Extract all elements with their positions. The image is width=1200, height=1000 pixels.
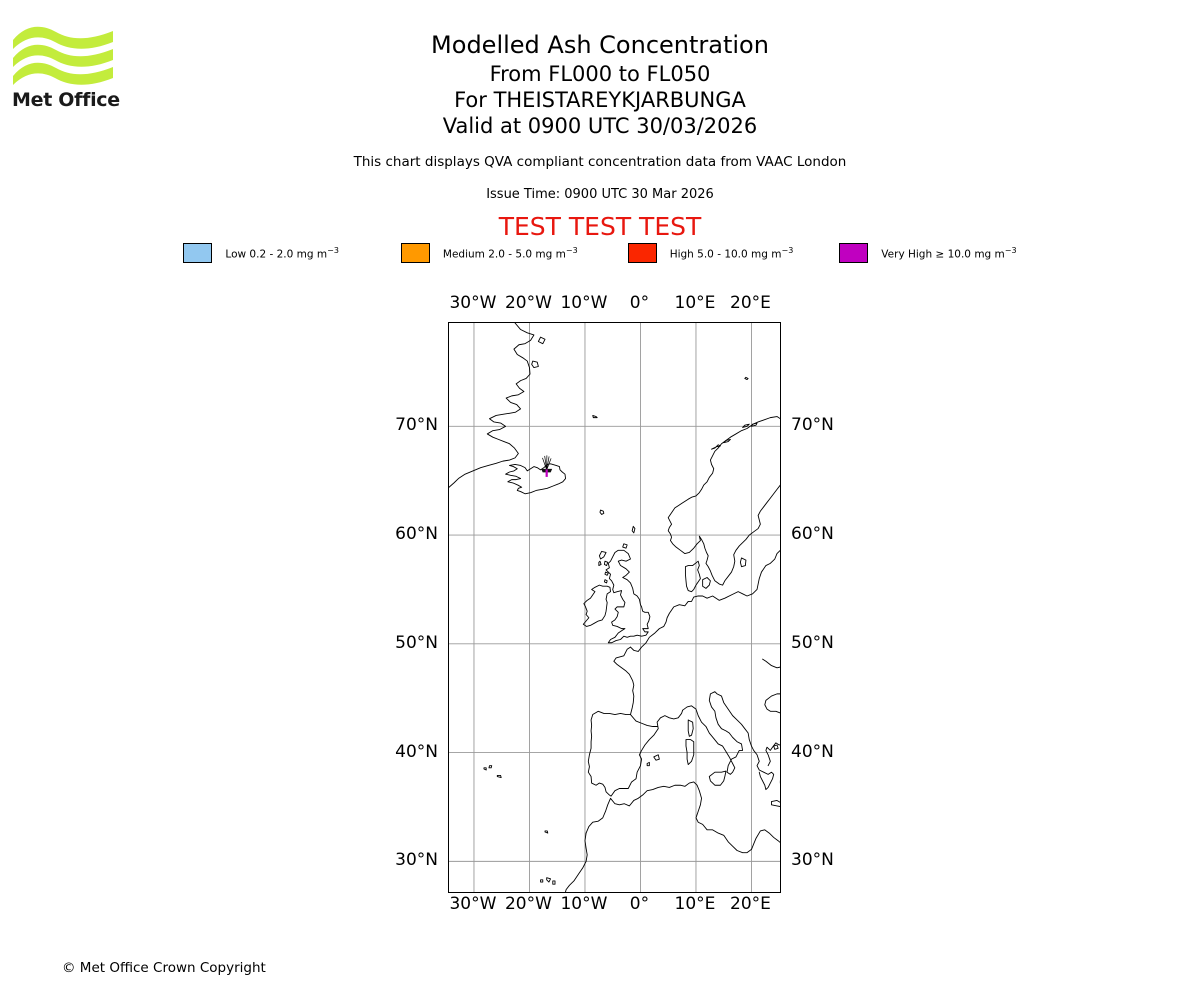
flight-level-range: From FL000 to FL050	[489, 62, 711, 86]
legend-swatch-high	[627, 243, 657, 263]
legend-label-medium: Medium 2.0 - 5.0 mg m−3	[442, 245, 578, 261]
met-office-logo: Met Office	[12, 26, 132, 116]
lon-label-bottom-3: 0°	[629, 894, 650, 914]
legend-label-very-high: Very High ≥ 10.0 mg m−3	[881, 245, 1017, 261]
chart-header: Modelled Ash Concentration From FL000 to…	[0, 0, 1200, 242]
legend-swatch-low	[183, 243, 213, 263]
map-canvas	[449, 323, 780, 892]
lon-label-top-0: 30°W	[449, 293, 497, 313]
lat-label-right-3: 40°N	[791, 741, 834, 762]
graticule-gridlines	[449, 323, 780, 892]
ash-plume-marker	[541, 455, 553, 477]
test-banner: TEST TEST TEST	[498, 212, 702, 241]
legend-entry-very-high: Very High ≥ 10.0 mg m−3	[839, 243, 1017, 263]
lat-label-right-4: 30°N	[791, 850, 834, 871]
met-office-logo-text: Met Office	[12, 89, 120, 111]
chart-note: This chart displays QVA compliant concen…	[353, 154, 847, 170]
lon-label-bottom-2: 10°W	[560, 894, 608, 914]
concentration-legend: Low 0.2 - 2.0 mg m−3 Medium 2.0 - 5.0 mg…	[0, 243, 1200, 263]
map-frame	[448, 322, 781, 893]
page-title: Modelled Ash Concentration	[431, 31, 769, 59]
legend-entry-medium: Medium 2.0 - 5.0 mg m−3	[400, 243, 578, 263]
lat-label-left-0: 70°N	[395, 415, 438, 436]
legend-entry-low: Low 0.2 - 2.0 mg m−3	[183, 243, 339, 263]
lon-label-top-2: 10°W	[560, 293, 608, 313]
lat-label-right-2: 50°N	[791, 632, 834, 653]
lon-label-bottom-4: 10°E	[674, 894, 716, 914]
lon-label-top-5: 20°E	[730, 293, 771, 313]
volcano-name: For THEISTAREYKJARBUNGA	[454, 88, 746, 112]
legend-entry-high: High 5.0 - 10.0 mg m−3	[627, 243, 794, 263]
lat-label-left-2: 50°N	[395, 632, 438, 653]
lon-label-top-3: 0°	[629, 293, 650, 313]
ash-concentration-map[interactable]	[448, 322, 781, 893]
lat-label-right-0: 70°N	[791, 415, 834, 436]
lon-label-bottom-5: 20°E	[730, 894, 771, 914]
legend-label-high: High 5.0 - 10.0 mg m−3	[669, 245, 794, 261]
legend-swatch-medium	[400, 243, 430, 263]
lon-label-top-1: 20°W	[504, 293, 552, 313]
coastlines	[449, 323, 780, 892]
lat-label-left-1: 60°N	[395, 524, 438, 545]
valid-at-time: Valid at 0900 UTC 30/03/2026	[442, 114, 758, 138]
lat-label-left-3: 40°N	[395, 741, 438, 762]
met-office-wave-icon	[13, 26, 113, 85]
lat-label-left-4: 30°N	[395, 850, 438, 871]
lon-label-bottom-0: 30°W	[449, 894, 497, 914]
lon-label-bottom-1: 20°W	[504, 894, 552, 914]
legend-swatch-very-high	[839, 243, 869, 263]
lat-label-right-1: 60°N	[791, 524, 834, 545]
legend-label-low: Low 0.2 - 2.0 mg m−3	[225, 245, 339, 261]
copyright-notice: © Met Office Crown Copyright	[62, 960, 266, 976]
lon-label-top-4: 10°E	[674, 293, 716, 313]
issue-time: Issue Time: 0900 UTC 30 Mar 2026	[486, 187, 714, 202]
